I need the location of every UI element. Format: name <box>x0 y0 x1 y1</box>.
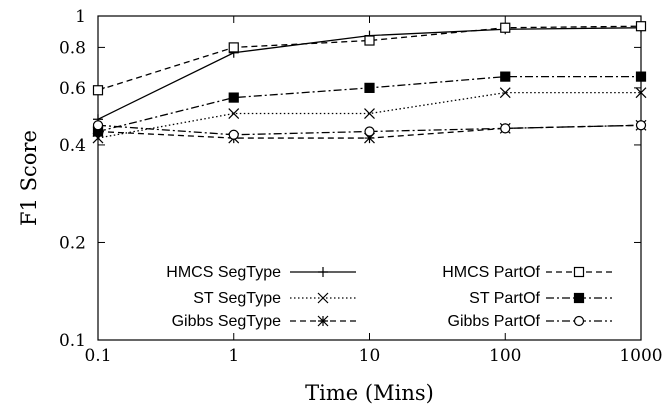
legend-item: HMCS PartOf <box>442 264 612 281</box>
data-point <box>364 82 375 93</box>
y-tick-label: 0.2 <box>59 233 86 253</box>
data-point <box>228 92 239 103</box>
data-point <box>635 21 647 32</box>
data-point <box>500 123 511 134</box>
data-point <box>228 42 239 53</box>
series-line <box>97 124 642 136</box>
y-axis-label: F1 Score <box>17 130 41 226</box>
legend-label: ST SegType <box>193 290 281 307</box>
data-point <box>364 35 375 46</box>
series-line <box>97 91 641 139</box>
legend-label: Gibbs SegType <box>172 313 282 330</box>
legend-label: HMCS PartOf <box>442 264 540 281</box>
legend-item: Gibbs SegType <box>172 313 356 330</box>
legend-label: Gibbs PartOf <box>448 313 541 330</box>
y-tick-label: 0.4 <box>59 136 86 156</box>
y-tick-label: 0.6 <box>59 79 86 99</box>
legend-item: ST PartOf <box>469 290 612 307</box>
data-point <box>364 108 375 119</box>
data-point <box>635 87 647 99</box>
data-point <box>499 87 511 99</box>
legend-label: ST PartOf <box>469 290 540 307</box>
data-point <box>364 132 375 144</box>
x-tick-label: 100 <box>489 346 521 366</box>
legend-label: HMCS SegType <box>166 264 281 281</box>
legend-marker <box>317 315 329 327</box>
legend: HMCS SegType ST SegType Gibbs SegType HMCS … <box>166 264 612 330</box>
data-point <box>92 120 104 131</box>
data-point <box>635 120 647 131</box>
x-axis-label: Time (Mins) <box>305 381 434 405</box>
y-tick-label: 0.1 <box>59 331 86 351</box>
series-group <box>92 21 647 144</box>
legend-item: HMCS SegType <box>166 264 356 281</box>
series-gibbs-partof <box>92 120 647 140</box>
x-tick-label: 0.1 <box>84 346 111 366</box>
legend-marker <box>573 266 585 278</box>
legend-marker <box>318 267 328 277</box>
legend-marker <box>573 292 585 304</box>
data-point <box>92 85 104 96</box>
legend-item: ST SegType <box>193 290 356 307</box>
legend-marker <box>573 315 585 327</box>
series-hmcs-partof <box>92 21 647 96</box>
legend-marker <box>317 292 329 304</box>
y-tick-label: 1 <box>75 7 86 27</box>
y-tick-label: 0.8 <box>59 38 86 58</box>
legend-item: Gibbs PartOf <box>448 313 612 330</box>
data-point <box>228 129 239 140</box>
data-point <box>635 71 647 82</box>
data-point <box>500 22 511 33</box>
x-tick-label: 1000 <box>619 346 662 366</box>
x-tick-label: 1 <box>228 346 239 366</box>
x-tick-label: 10 <box>359 346 381 366</box>
ticks-group: 0.1 1 10 100 1000 0.1 0.2 0.4 0.6 0.8 1 <box>59 7 663 366</box>
data-point <box>228 108 240 119</box>
series-st-partof <box>92 71 647 137</box>
series-line <box>97 25 642 91</box>
data-point <box>364 126 375 137</box>
data-point <box>500 71 511 82</box>
